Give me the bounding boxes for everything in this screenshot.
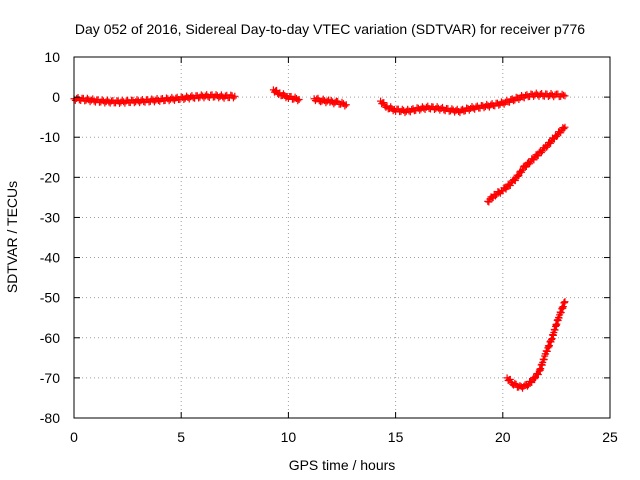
data-point (387, 103, 395, 111)
x-tick-label: 0 (70, 429, 78, 445)
y-tick-label: -70 (40, 370, 60, 386)
data-point (294, 97, 302, 105)
data-point (531, 375, 539, 383)
data-point (416, 106, 424, 114)
x-tick-label: 20 (495, 429, 511, 445)
series-arc-1 (70, 91, 239, 107)
y-tick-label: -80 (40, 410, 60, 426)
y-tick-label: -10 (40, 129, 60, 145)
series-arc-5 (484, 123, 569, 206)
series-arc-6 (503, 298, 569, 392)
data-point (511, 379, 519, 387)
data-point (491, 192, 499, 200)
data-point (560, 91, 568, 99)
x-tick-label: 15 (388, 429, 404, 445)
x-tick-label: 25 (602, 429, 618, 445)
data-point (506, 375, 514, 383)
y-tick-label: -30 (40, 209, 60, 225)
y-tick-label: -50 (40, 290, 60, 306)
data-point (537, 149, 545, 157)
data-point (511, 177, 519, 185)
x-axis-label: GPS time / hours (289, 457, 396, 473)
y-tick-label: -40 (40, 250, 60, 266)
data-point (552, 133, 560, 141)
data-point (380, 99, 388, 107)
data-point (295, 96, 303, 104)
data-point (534, 152, 542, 160)
axis-ticks: 0 5 10 15 20 25 10 0 -10 -20 -30 -40 -50 -60 -70 -80 (40, 49, 618, 445)
data-point (561, 92, 569, 100)
plot-frame (73, 56, 611, 419)
data-point (229, 94, 237, 102)
data-point (319, 95, 327, 103)
data-point (342, 101, 350, 109)
gridlines (74, 57, 610, 418)
data-point (523, 382, 531, 390)
x-tick-label: 5 (177, 429, 185, 445)
chart-title: Day 052 of 2016, Sidereal Day-to-day VTE… (75, 21, 585, 37)
series-arc-4 (377, 89, 569, 117)
data-point (528, 378, 536, 386)
series-arc-3 (310, 94, 350, 110)
data-point (543, 143, 551, 151)
data-point (485, 198, 493, 206)
y-tick-label: 0 (52, 89, 60, 105)
x-tick-label: 10 (281, 429, 297, 445)
y-tick-label: 10 (44, 49, 60, 65)
series-arc-2 (269, 86, 303, 105)
data-point (341, 102, 349, 110)
data-point (561, 123, 569, 131)
data-point (465, 106, 473, 114)
data-series (70, 86, 569, 392)
data-point (534, 371, 542, 379)
data-point (506, 181, 514, 189)
y-tick-label: -20 (40, 169, 60, 185)
data-point (338, 98, 346, 106)
data-point (560, 125, 568, 133)
y-tick-label: -60 (40, 330, 60, 346)
data-point (561, 298, 569, 306)
data-point (521, 163, 529, 171)
data-point (291, 93, 299, 101)
data-point (231, 92, 239, 100)
data-point (514, 172, 522, 180)
y-axis-label: SDTVAR / TECUs (4, 181, 20, 293)
